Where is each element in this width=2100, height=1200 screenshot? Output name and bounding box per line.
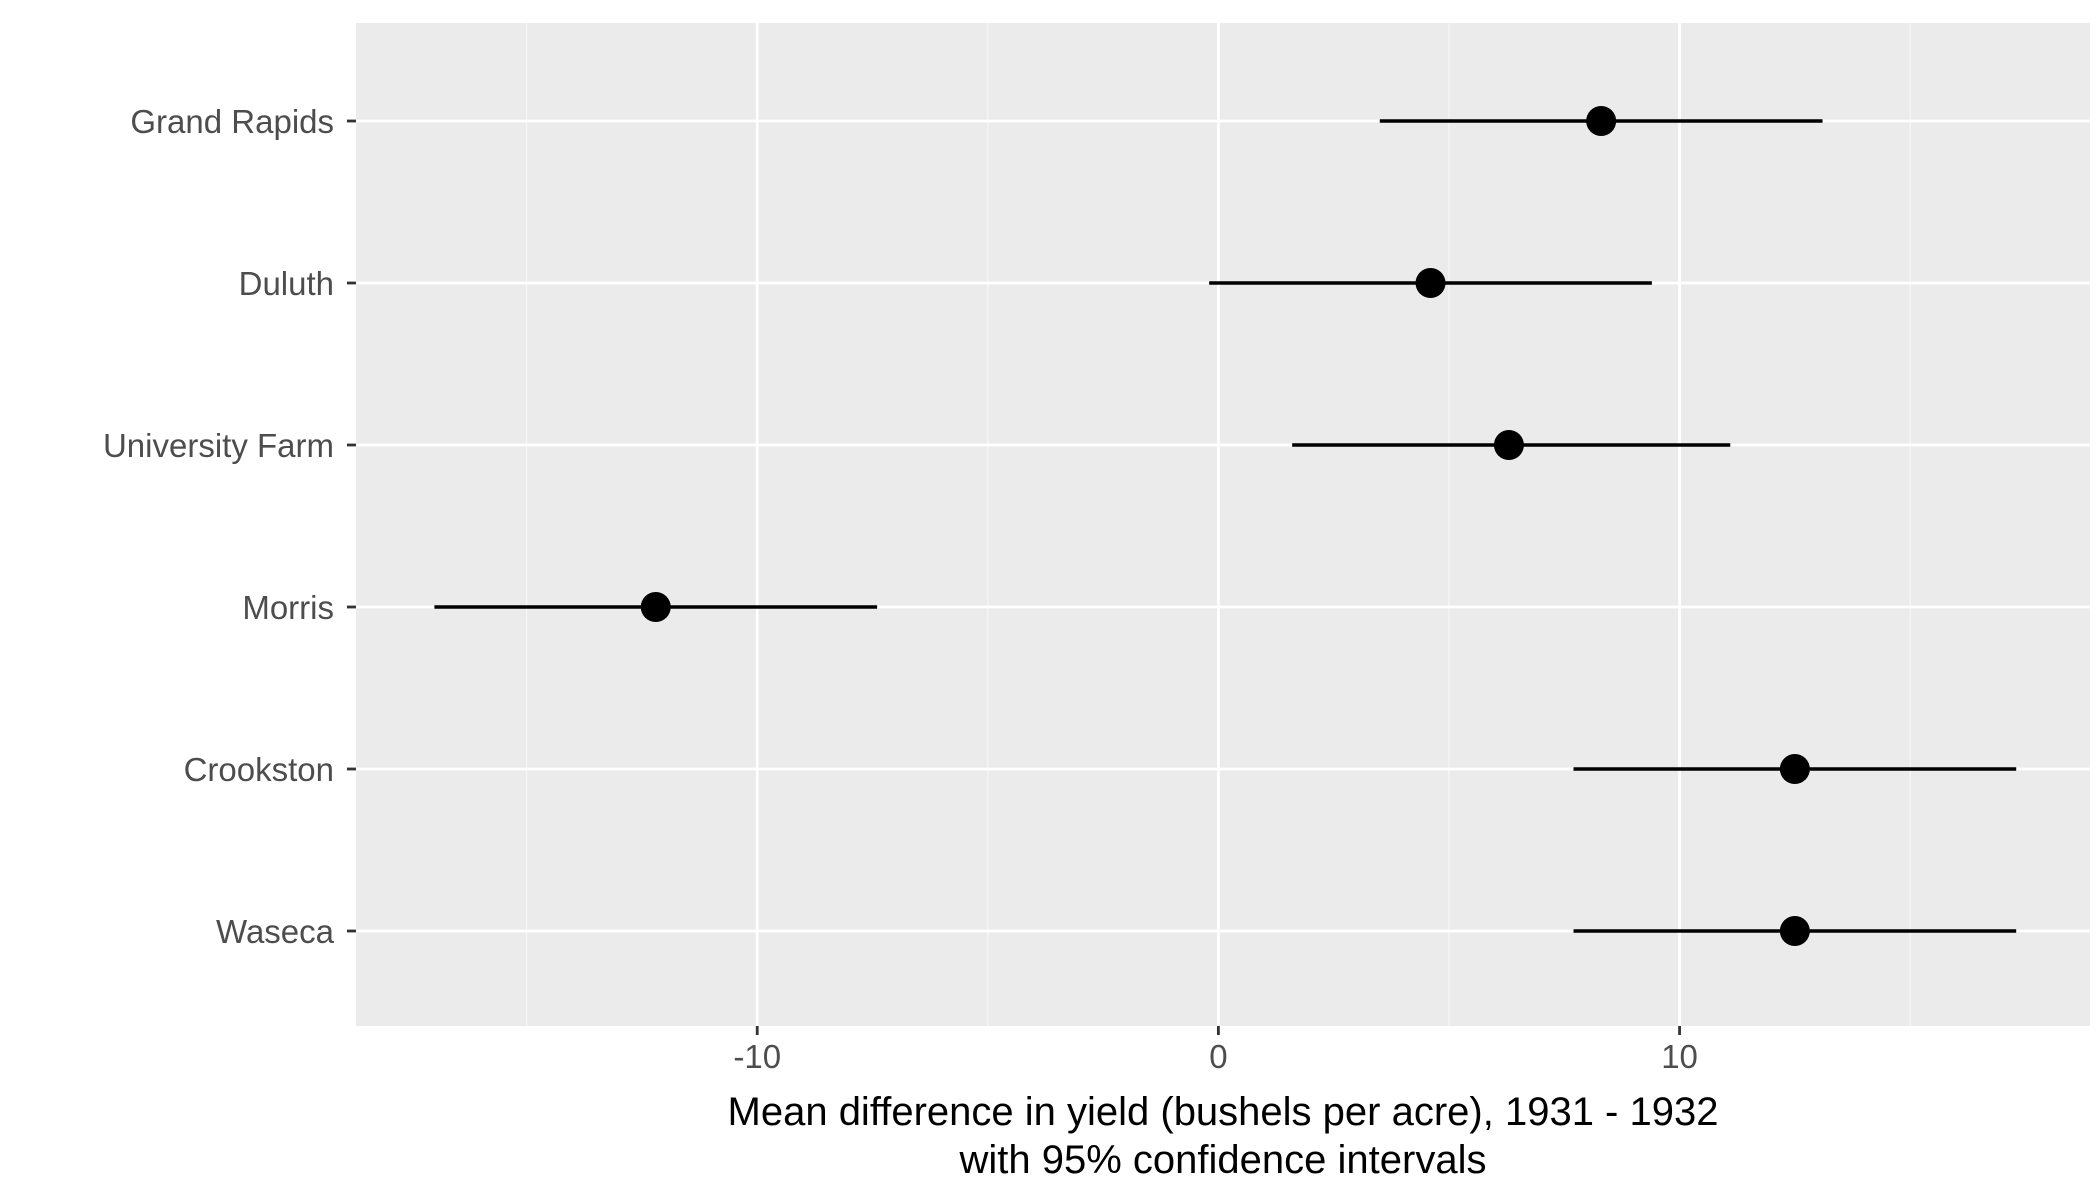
- y-tick-label: Morris: [242, 589, 334, 626]
- mean-point: [1779, 916, 1810, 946]
- x-axis: -10 0 10: [733, 1026, 1698, 1075]
- y-tick-label: University Farm: [103, 427, 334, 464]
- mean-point: [1586, 106, 1617, 136]
- x-axis-title-line-2: with 95% confidence intervals: [959, 1138, 1487, 1182]
- y-tick-label: Crookston: [184, 751, 334, 788]
- mean-point: [640, 592, 671, 622]
- mean-point: [1493, 430, 1524, 460]
- mean-point: [1415, 268, 1446, 298]
- x-axis-title-line-1: Mean difference in yield (bushels per ac…: [728, 1090, 1719, 1134]
- x-tick-label: 10: [1661, 1038, 1698, 1075]
- mean-point: [1779, 754, 1810, 784]
- x-tick-label: -10: [733, 1038, 781, 1075]
- grid-minor: [525, 23, 1911, 1026]
- y-tick-label: Grand Rapids: [130, 103, 334, 140]
- plot-panel: [356, 23, 2090, 1026]
- mean-points: [640, 106, 1810, 946]
- x-tick-label: 0: [1209, 1038, 1227, 1075]
- y-axis: Grand Rapids Duluth University Farm Morris C…: [103, 103, 356, 950]
- y-tick-label: Waseca: [216, 913, 335, 950]
- y-tick-label: Duluth: [239, 265, 334, 302]
